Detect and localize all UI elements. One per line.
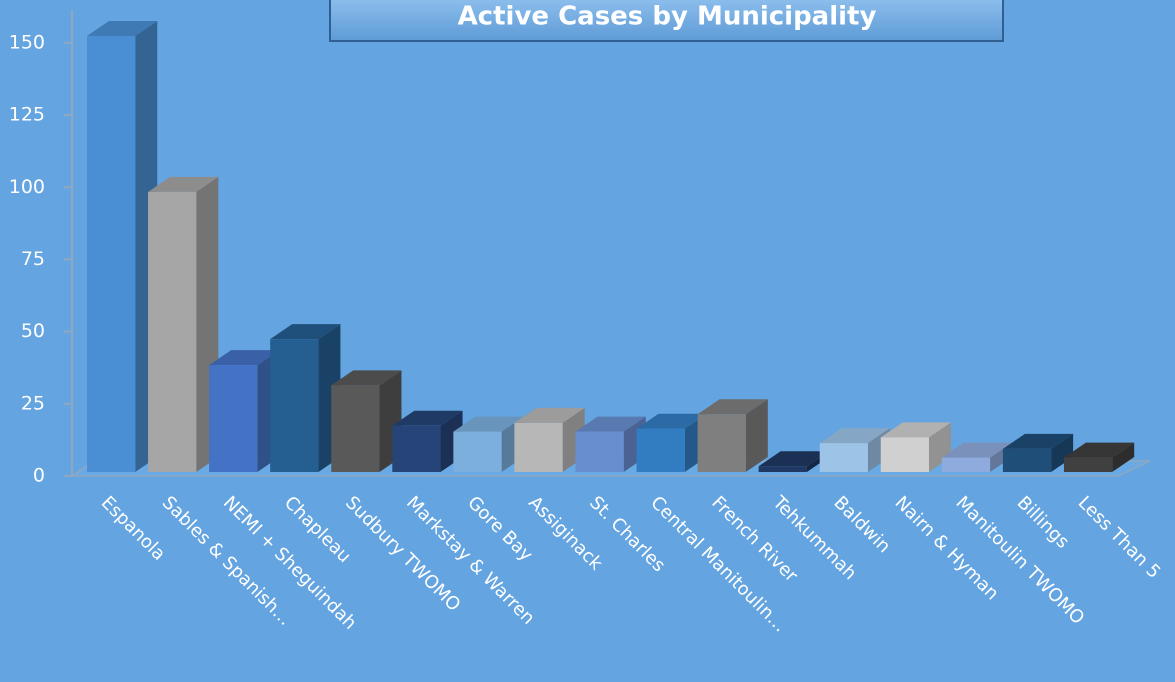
- chart-title: Active Cases by Municipality: [458, 2, 877, 32]
- bar-top: [209, 350, 280, 366]
- bar-top: [1063, 442, 1135, 458]
- bar: [758, 466, 807, 472]
- bar-top: [758, 451, 829, 467]
- bar: [697, 414, 746, 472]
- bar-top: [87, 20, 158, 36]
- bar-top: [880, 422, 952, 438]
- y-tick-label: 150: [9, 31, 45, 53]
- bar: [1063, 457, 1113, 472]
- bar: [514, 422, 563, 472]
- bar-side: [1112, 442, 1135, 472]
- y-tick-label: 125: [9, 104, 45, 126]
- bar-top: [331, 370, 402, 386]
- bar-top: [514, 407, 585, 423]
- title-box: [329, 0, 1004, 42]
- bar-top: [697, 399, 768, 415]
- bar-top: [941, 442, 1013, 458]
- bar-side: [1051, 433, 1074, 472]
- bar-top: [1002, 433, 1074, 449]
- bar-side: [745, 399, 768, 472]
- bar: [331, 385, 380, 472]
- bar-top: [575, 416, 646, 432]
- bar: [819, 443, 868, 472]
- bar: [392, 425, 441, 472]
- bar: [87, 35, 136, 473]
- y-tick-label: 0: [33, 465, 45, 487]
- bar: [941, 457, 991, 472]
- bar: [209, 365, 258, 472]
- bar-top: [148, 176, 219, 192]
- bar: [575, 431, 624, 472]
- bar: [636, 428, 685, 472]
- bar-top: [819, 428, 890, 444]
- bar: [453, 431, 502, 472]
- y-tick-label: 75: [21, 248, 45, 270]
- y-tick-label: 100: [9, 176, 45, 198]
- bar: [1002, 448, 1052, 472]
- bar-top: [636, 413, 707, 429]
- bar: [270, 339, 319, 472]
- y-tick-label: 50: [21, 320, 45, 342]
- bar-top: [270, 324, 341, 340]
- bar-top: [392, 410, 463, 426]
- bar-top: [453, 416, 524, 432]
- y-tick-label: 25: [21, 392, 45, 414]
- bar: [880, 437, 930, 472]
- bar: [148, 191, 197, 472]
